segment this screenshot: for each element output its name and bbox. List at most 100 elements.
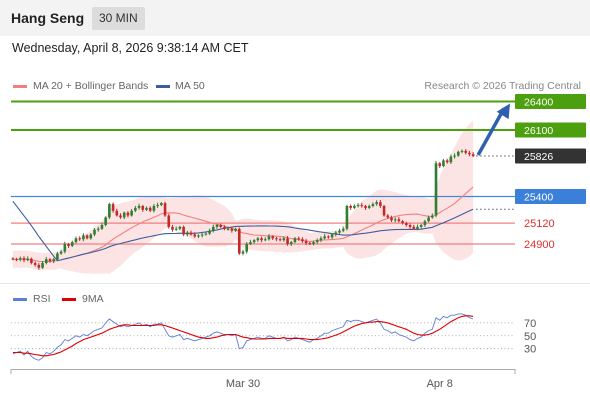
candle-body (252, 240, 256, 243)
rsi-legend-label: RSI (33, 293, 51, 305)
candle-body (315, 240, 319, 243)
symbol-title: Hang Seng (11, 10, 85, 26)
candle-body (200, 234, 204, 236)
candle-body (393, 219, 397, 221)
level-label-26100: 26100 (524, 125, 553, 137)
candle-body (386, 215, 390, 218)
candle-body (237, 228, 241, 254)
candle-body (186, 232, 189, 235)
ma20-line (12, 186, 474, 263)
rsi-tick-50: 50 (524, 331, 536, 343)
candle-body (408, 225, 412, 227)
rsi-line (12, 313, 474, 361)
candle-body (122, 212, 126, 218)
rsi-tick-70: 70 (524, 318, 536, 330)
timeframe-button[interactable]: 30 MIN (92, 7, 145, 30)
candle-body (327, 236, 330, 238)
candle-body (293, 238, 297, 243)
header-bar: Hang Seng 30 MIN (0, 0, 590, 36)
candle-body (308, 243, 312, 245)
candle-body (226, 228, 230, 230)
candle-body (445, 160, 449, 163)
candle-body (33, 263, 37, 265)
candle-body (338, 230, 341, 233)
x-axis-label: Mar 30 (226, 378, 260, 390)
candle-body (163, 203, 167, 216)
candle-body (275, 238, 278, 240)
candle-body (78, 238, 81, 240)
candle-body (223, 226, 226, 229)
candle-body (126, 212, 130, 216)
candle-body (11, 258, 15, 260)
candle-body (41, 263, 44, 268)
candle-body (148, 207, 152, 211)
candle-body (230, 228, 234, 231)
level-tag-26100 (515, 122, 586, 138)
candle-body (271, 236, 274, 239)
candle-body (204, 233, 208, 235)
candle-body (390, 217, 393, 221)
candle-body (219, 225, 223, 227)
level-tag-26400 (515, 94, 586, 109)
candle-body (197, 235, 200, 237)
candle-body (349, 206, 352, 208)
candle-body (193, 234, 197, 237)
level-label-25400: 25400 (524, 192, 553, 204)
candle-body (215, 225, 219, 227)
target-arrow-head (496, 103, 510, 120)
candle-body (93, 229, 96, 235)
candle-body (182, 226, 185, 235)
candle-body (423, 221, 427, 225)
candle-body (26, 258, 30, 261)
candle-body (416, 226, 419, 229)
candle-body (412, 226, 416, 229)
level-label-25120: 25120 (524, 218, 555, 230)
last-price-label: 25826 (524, 151, 553, 163)
candle-body (323, 236, 326, 239)
candle-body (208, 230, 211, 234)
level-label-26400: 26400 (524, 97, 553, 109)
candle-body (330, 234, 334, 238)
ma50-legend-swatch (156, 85, 170, 88)
ma20-legend-swatch (13, 85, 27, 88)
level-label-24900: 24900 (524, 239, 555, 251)
candle-body (67, 244, 70, 246)
candle-body (382, 206, 386, 216)
candle-body (438, 163, 442, 167)
candle-body (167, 215, 171, 227)
candle-body (312, 242, 315, 244)
candle-body (189, 232, 193, 235)
candle-body (160, 203, 163, 206)
candle-body (119, 215, 122, 218)
candle-body (460, 150, 464, 152)
candle-body (30, 258, 33, 263)
level-tag-25400 (515, 189, 586, 204)
candle-body (212, 226, 215, 231)
candle-body (18, 258, 22, 260)
candle-body (353, 206, 356, 208)
candle-body (152, 206, 156, 211)
candle-body (48, 259, 52, 262)
ma9-legend-label: 9MA (82, 293, 104, 305)
candle-body (256, 238, 260, 241)
candle-body (249, 242, 252, 244)
ma50-line (12, 200, 474, 262)
candle-body (431, 215, 434, 218)
candle-body (419, 225, 423, 227)
candle-body (371, 204, 375, 206)
candle-body (85, 235, 89, 239)
candle-body (108, 204, 111, 218)
rsi-legend-swatch (13, 298, 27, 301)
credit-text: Research © 2026 Trading Central (424, 80, 581, 92)
candle-body (267, 236, 271, 240)
candle-body (471, 154, 475, 157)
ma9-legend-swatch (62, 298, 76, 301)
candle-body (304, 241, 308, 244)
candle-body (360, 205, 364, 207)
candle-body (286, 238, 289, 244)
candle-body (15, 259, 18, 261)
candle-body (96, 228, 100, 230)
candle-body (449, 156, 453, 163)
candle-body (345, 206, 349, 229)
